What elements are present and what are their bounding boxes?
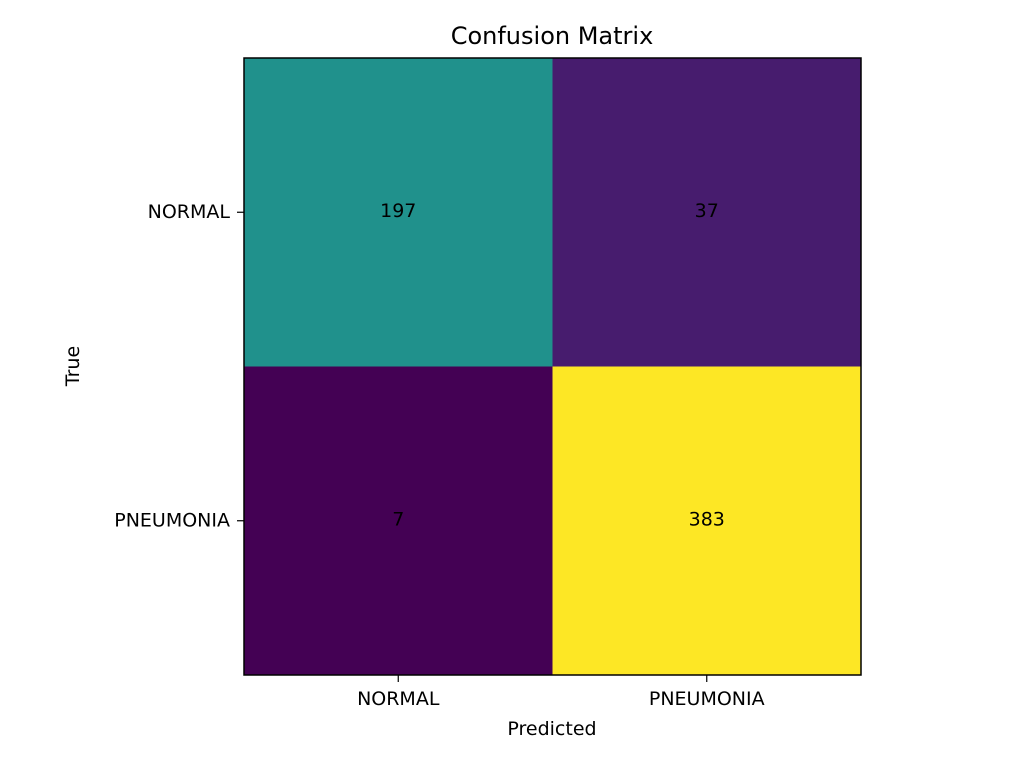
heatmap-cell-normal-pneumonia (552, 58, 862, 367)
y-axis-label: True (62, 346, 84, 387)
y-tick-label: PNEUMONIA (114, 509, 230, 531)
y-axis-ticks: NORMAL PNEUMONIA (114, 201, 244, 531)
x-tick-label: PNEUMONIA (649, 688, 765, 710)
heatmap-cell-pneumonia-pneumonia (552, 366, 862, 676)
cell-value-label: 7 (392, 508, 404, 530)
heatmap-cells (244, 58, 862, 676)
cell-value-labels: 197 37 7 383 (380, 200, 725, 531)
cell-value-label: 383 (689, 508, 725, 530)
cell-value-label: 37 (695, 200, 719, 222)
x-axis-label: Predicted (507, 718, 596, 740)
chart-title: Confusion Matrix (451, 22, 654, 50)
heatmap-cell-pneumonia-normal (244, 366, 553, 676)
heatmap-cell-normal-normal (244, 58, 553, 367)
y-tick-label: NORMAL (148, 201, 231, 223)
x-axis-ticks: NORMAL PNEUMONIA (357, 675, 765, 710)
plot-frame (243, 57, 862, 676)
x-tick-label: NORMAL (357, 688, 440, 710)
cell-value-label: 197 (380, 200, 416, 222)
